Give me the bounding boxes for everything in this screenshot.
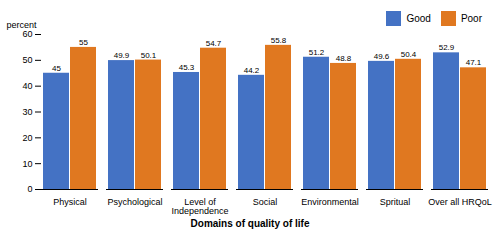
svg-text:55: 55 xyxy=(79,38,88,47)
html-text:Domains of quality of life: Domains of quality of life xyxy=(190,218,310,229)
svg-text:20: 20 xyxy=(22,133,32,143)
svg-text:49.9: 49.9 xyxy=(114,51,130,60)
svg-text:54.7: 54.7 xyxy=(206,39,222,48)
svg-text:51.2: 51.2 xyxy=(309,48,325,57)
svg-text:44.2: 44.2 xyxy=(244,66,260,75)
svg-text:Physical: Physical xyxy=(53,197,87,207)
svg-text:30: 30 xyxy=(22,107,32,117)
svg-text:50.1: 50.1 xyxy=(141,51,157,60)
html-text:Good: Good xyxy=(406,13,431,24)
svg-text:49.6: 49.6 xyxy=(374,52,390,61)
svg-text:Over all HRQoL: Over all HRQoL xyxy=(428,197,492,207)
svg-text:Social: Social xyxy=(253,197,278,207)
svg-text:45: 45 xyxy=(52,64,61,73)
svg-text:50.4: 50.4 xyxy=(401,50,417,59)
svg-text:0: 0 xyxy=(27,184,32,194)
svg-text:40: 40 xyxy=(22,81,32,91)
html-text:Poor: Poor xyxy=(460,13,482,24)
svg-text:Spritual: Spritual xyxy=(380,197,411,207)
svg-text:10: 10 xyxy=(22,159,32,169)
svg-text:52.9: 52.9 xyxy=(439,43,455,52)
svg-text:Environmental: Environmental xyxy=(301,197,359,207)
svg-text:45.3: 45.3 xyxy=(179,63,195,72)
svg-text:Psychological: Psychological xyxy=(107,197,162,207)
svg-text:60: 60 xyxy=(22,29,32,39)
svg-text:55.8: 55.8 xyxy=(271,36,287,45)
svg-text:48.8: 48.8 xyxy=(336,54,352,63)
svg-text:50: 50 xyxy=(22,55,32,65)
svg-text:47.1: 47.1 xyxy=(466,58,482,67)
svg-text:Level ofIndependence: Level ofIndependence xyxy=(171,197,228,216)
svg-text:percent: percent xyxy=(7,20,38,30)
